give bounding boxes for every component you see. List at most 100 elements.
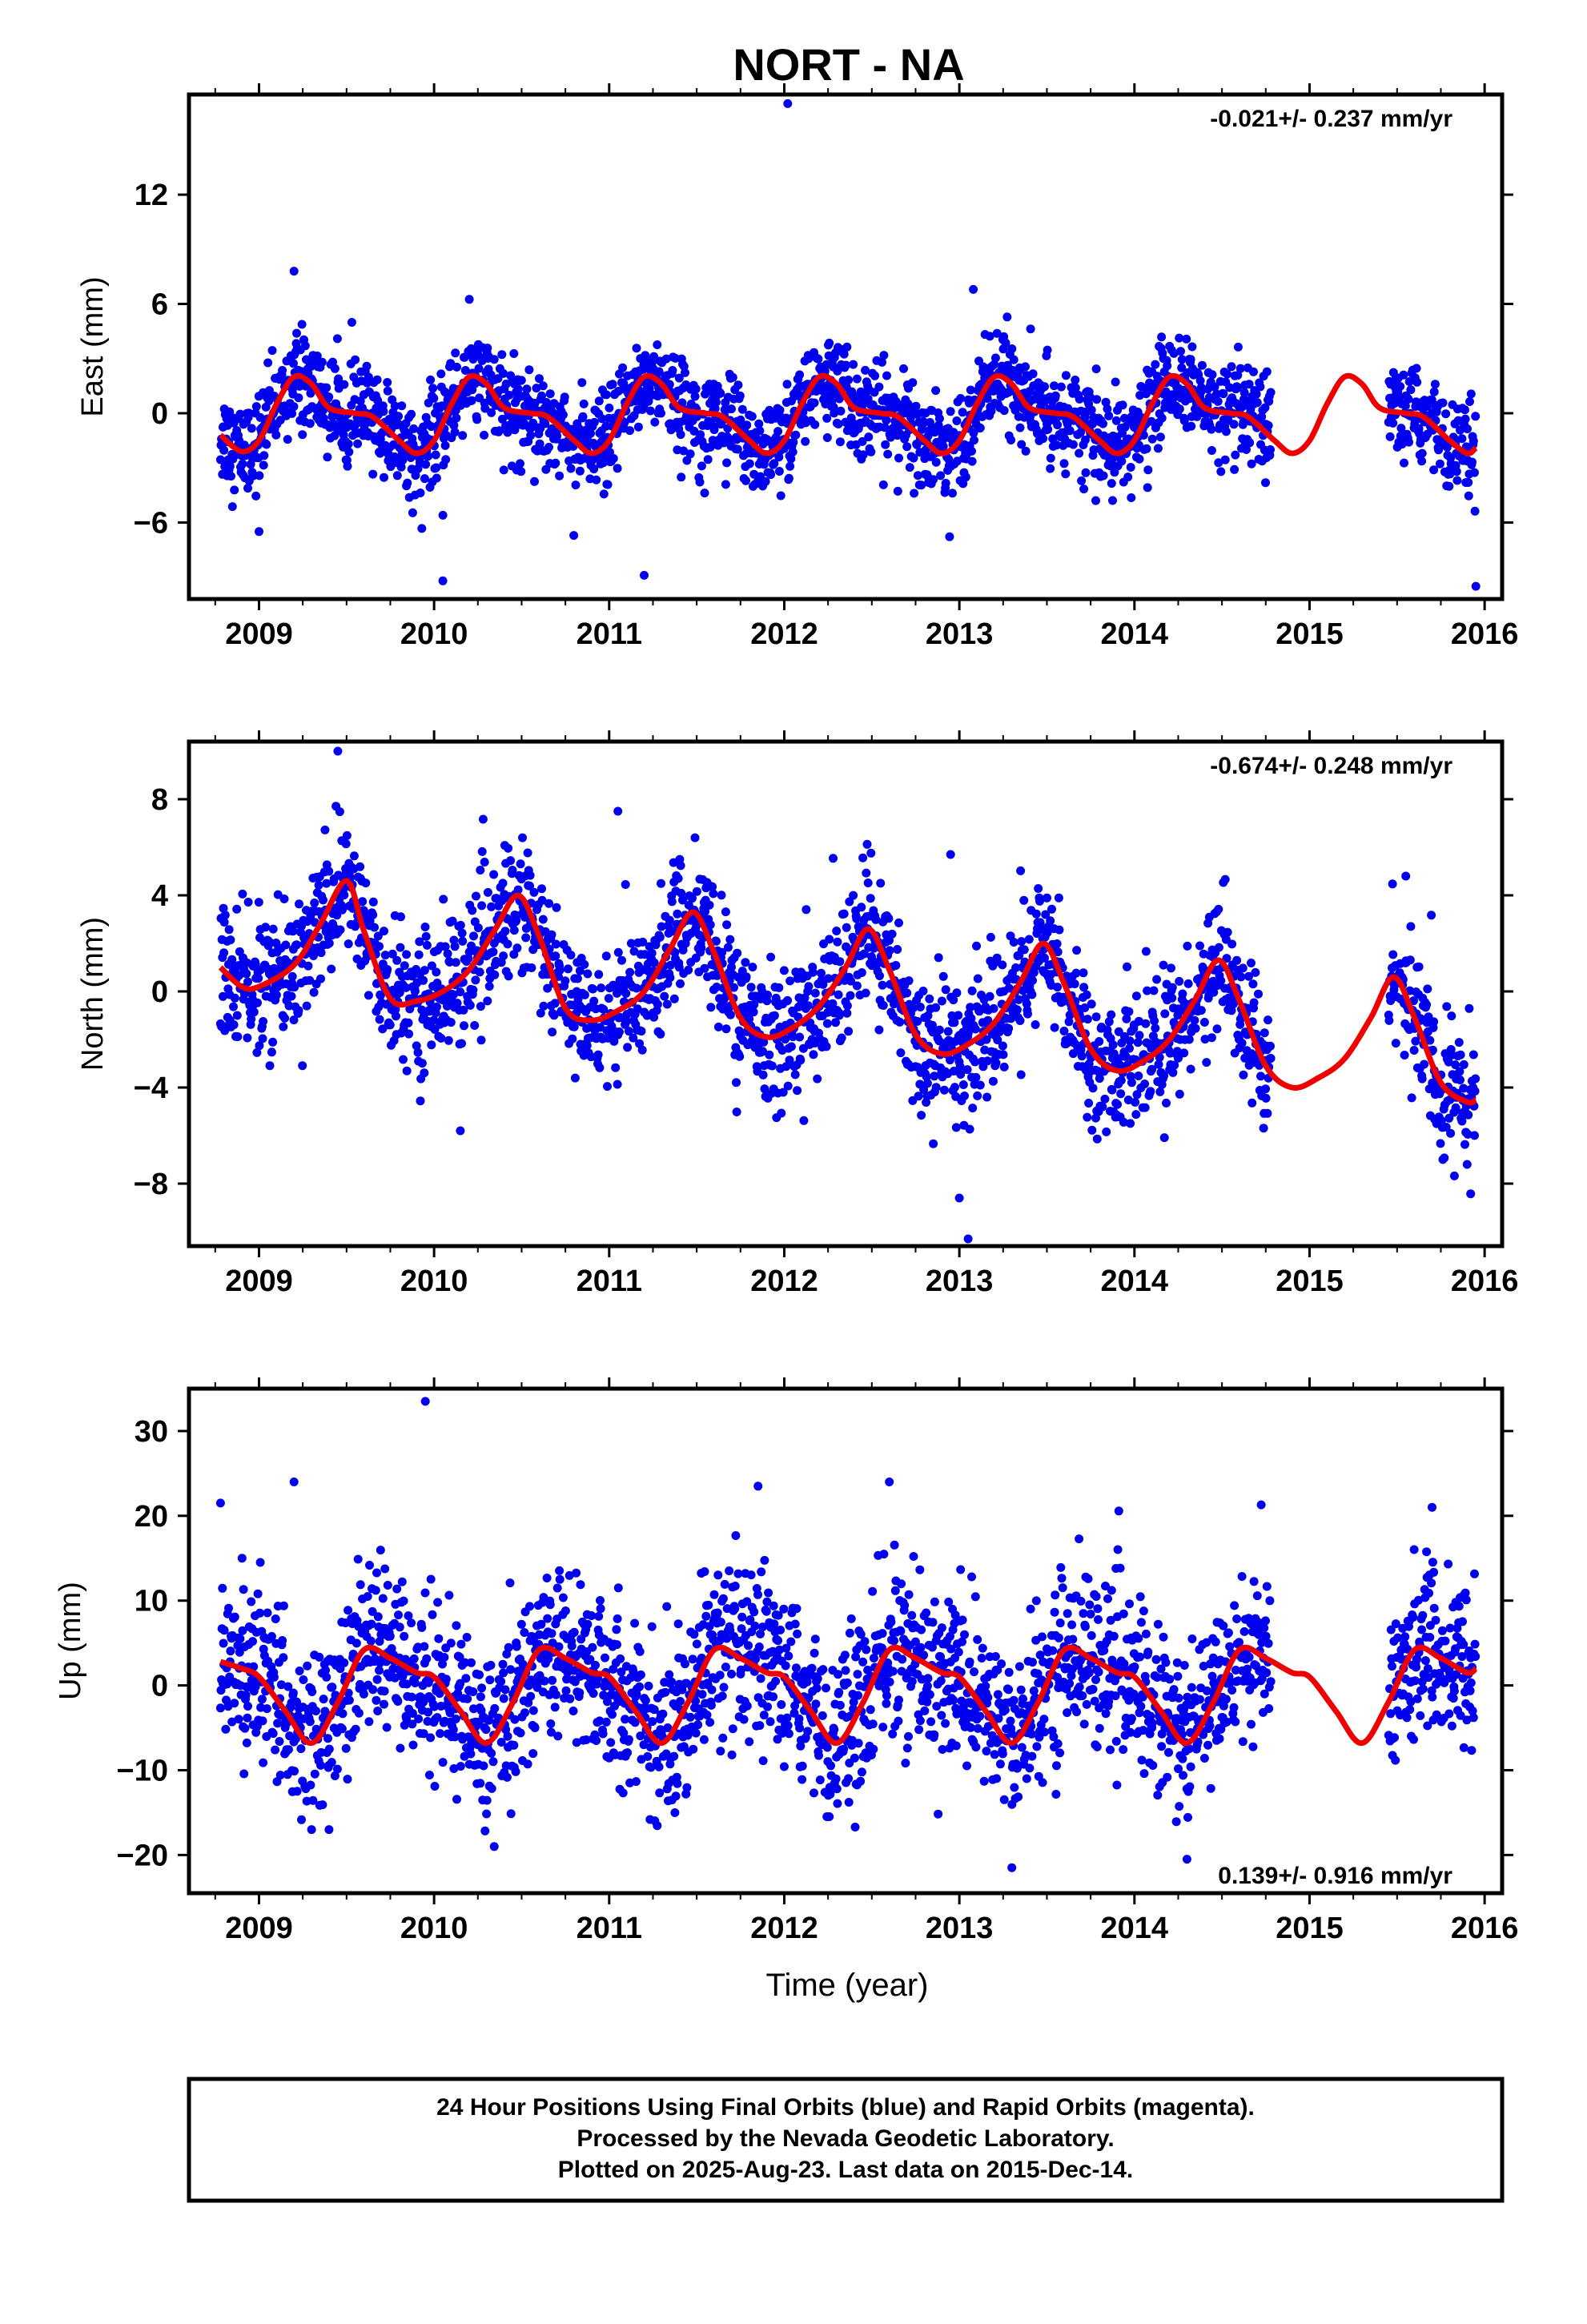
data-point (278, 366, 287, 375)
data-point (1264, 420, 1273, 430)
data-point (356, 862, 365, 871)
data-point (300, 341, 310, 351)
x-tick-label: 2013 (926, 1265, 994, 1298)
data-point (701, 907, 710, 916)
data-point (938, 971, 948, 981)
data-point (1123, 1096, 1133, 1104)
data-point (1429, 465, 1439, 475)
data-point (1134, 1072, 1143, 1080)
data-point (396, 462, 406, 472)
data-point (401, 983, 411, 992)
east-data-points (215, 99, 1481, 591)
data-point (793, 1086, 802, 1096)
data-point (276, 1680, 286, 1690)
data-point (1259, 1124, 1268, 1133)
data-point (233, 1032, 243, 1041)
data-point (251, 491, 261, 501)
data-point (1006, 1014, 1016, 1023)
data-point (949, 1067, 958, 1076)
data-point (1167, 993, 1177, 1003)
outlier-point (1401, 871, 1411, 881)
data-point (427, 961, 436, 971)
data-point (1261, 1084, 1270, 1094)
data-point (832, 927, 842, 935)
data-point (1184, 1035, 1194, 1044)
data-point (804, 982, 814, 991)
data-point (368, 897, 378, 907)
data-point (305, 975, 315, 985)
data-point (503, 939, 512, 949)
data-point (1214, 458, 1223, 468)
data-point (530, 476, 539, 486)
data-point (1454, 1038, 1464, 1047)
data-point (215, 1703, 225, 1713)
data-point (951, 1123, 961, 1132)
data-point (835, 437, 845, 447)
data-point (1468, 1050, 1478, 1059)
data-point (512, 943, 522, 953)
data-point (1245, 438, 1255, 448)
data-point (1052, 440, 1061, 450)
data-point (839, 349, 849, 359)
data-point (825, 338, 834, 348)
data-point (1384, 1015, 1394, 1025)
data-point (509, 349, 519, 358)
north-model-curve (218, 878, 1478, 1106)
data-point (1018, 986, 1027, 995)
data-point (354, 1708, 364, 1718)
data-point (1199, 1018, 1209, 1027)
data-point (548, 1027, 557, 1037)
data-point (504, 971, 513, 981)
data-point (1087, 999, 1096, 1009)
data-point (251, 402, 261, 412)
data-point (922, 1079, 932, 1088)
data-point (1191, 1023, 1200, 1033)
data-point (934, 420, 943, 430)
data-point (761, 476, 770, 486)
y-tick-label: −8 (134, 1168, 168, 1201)
data-point (1082, 990, 1091, 999)
data-point (601, 421, 611, 431)
data-point (1107, 1010, 1116, 1019)
data-point (1238, 963, 1248, 973)
data-point (424, 452, 433, 461)
data-point (825, 935, 834, 944)
data-point (495, 426, 504, 436)
data-point (227, 502, 237, 512)
data-point (1095, 1037, 1104, 1046)
data-point (936, 471, 946, 480)
data-point (427, 422, 436, 432)
data-point (1065, 1011, 1075, 1019)
data-point (1249, 367, 1258, 376)
data-point (295, 899, 303, 909)
data-point (769, 1011, 779, 1020)
data-point (1155, 1052, 1164, 1062)
data-point (458, 431, 468, 440)
data-point (759, 1037, 769, 1047)
data-point (1080, 435, 1090, 444)
data-point (1388, 950, 1398, 959)
data-point (609, 1036, 619, 1046)
data-point (589, 996, 599, 1006)
data-point (1070, 979, 1079, 989)
data-point (359, 1689, 368, 1699)
data-point (1404, 394, 1413, 404)
data-point (527, 963, 536, 972)
data-point (745, 459, 754, 468)
data-point (535, 374, 544, 384)
data-point (259, 1758, 268, 1767)
data-point (378, 1594, 388, 1603)
data-point (1452, 467, 1461, 476)
data-point (1230, 464, 1239, 474)
data-point (676, 861, 685, 870)
data-point (1177, 363, 1187, 372)
data-point (382, 1723, 392, 1732)
data-point (255, 471, 264, 480)
data-point (1172, 1047, 1182, 1056)
data-point (1159, 1071, 1169, 1080)
data-point (708, 882, 717, 891)
data-point (1043, 893, 1051, 903)
data-point (314, 880, 323, 890)
data-point (278, 1636, 287, 1645)
data-point (252, 1047, 262, 1057)
